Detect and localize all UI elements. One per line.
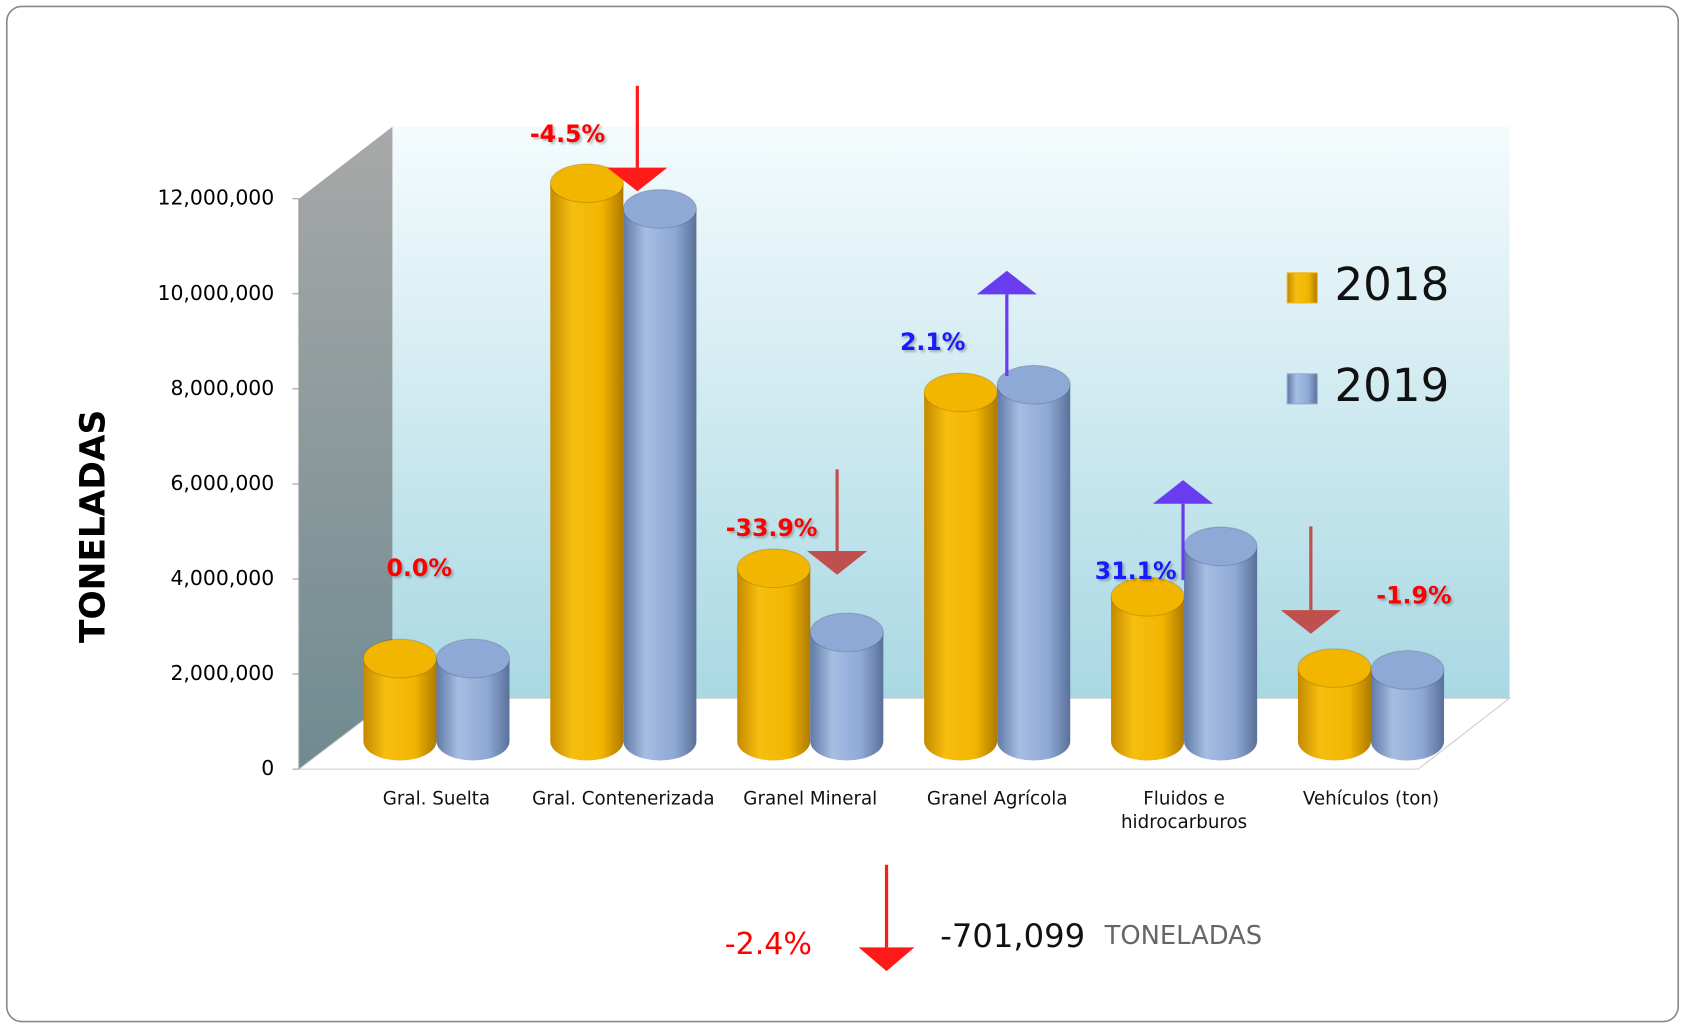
y-tick-label: 10,000,000	[158, 281, 275, 305]
x-tick-label-box: Granel Agrícola	[926, 788, 1068, 810]
bar	[1297, 648, 1372, 761]
arrow-head	[976, 270, 1037, 295]
cylinder-top	[549, 163, 624, 204]
bar	[435, 638, 511, 761]
arrow-head	[1280, 610, 1341, 634]
cylinder-top	[622, 189, 697, 229]
bar	[549, 163, 624, 761]
cylinder-body	[810, 632, 884, 761]
bar	[1110, 576, 1185, 761]
x-tick-label: Fluidos e hidrocarburos	[1120, 788, 1248, 834]
bar	[736, 548, 811, 761]
cylinder-body	[550, 183, 624, 761]
arrow-head	[807, 551, 868, 575]
x-tick-label-box: Fluidos e hidrocarburos	[1120, 788, 1248, 834]
cylinder-top	[1297, 648, 1372, 688]
bar	[362, 638, 437, 761]
total-amount: -701,099	[940, 917, 1085, 955]
legend-label: 2019	[1334, 359, 1449, 412]
cylinder-body	[363, 658, 437, 761]
bar	[622, 189, 697, 761]
percent-annotation: 0.0%	[387, 554, 453, 582]
y-tick-label: 2,000,000	[170, 661, 274, 685]
arrow-head	[607, 167, 668, 192]
bar	[1370, 650, 1445, 761]
cylinder-top	[923, 372, 998, 413]
percent-annotation: -1.9%	[1376, 582, 1451, 610]
legend-swatch	[1286, 373, 1318, 405]
cylinder-top	[736, 548, 811, 589]
cylinder-body	[436, 658, 510, 761]
y-tick-label: 4,000,000	[170, 566, 274, 590]
x-tick-label: Vehículos (ton)	[1302, 788, 1440, 810]
arrow-head	[1152, 480, 1214, 504]
x-tick-label: Gral. Contenerizada	[532, 788, 715, 810]
percent-annotation: -33.9%	[726, 514, 818, 542]
arrow-head	[858, 947, 915, 972]
y-tick-label: 0	[261, 756, 274, 780]
bar	[996, 364, 1071, 761]
x-tick-label-box: Vehículos (ton)	[1302, 788, 1440, 810]
cylinder-body	[997, 384, 1071, 761]
cylinder-body	[1184, 546, 1258, 761]
cylinder-top	[362, 638, 437, 679]
cylinder-body	[924, 392, 998, 761]
x-tick-label: Granel Agrícola	[926, 788, 1068, 810]
cylinder-body	[1371, 669, 1445, 761]
percent-annotation: 2.1%	[900, 328, 966, 356]
x-tick-label: Granel Mineral	[743, 788, 878, 810]
cylinder-top	[1370, 650, 1445, 690]
y-tick-label: 8,000,000	[170, 376, 274, 400]
percent-annotation: 31.1%	[1095, 557, 1177, 585]
legend-label: 2018	[1334, 258, 1449, 311]
cylinder-top	[435, 638, 511, 679]
y-axis-label: TONELADAS	[73, 410, 113, 643]
side-wall	[298, 126, 393, 770]
cylinder-top	[1183, 526, 1258, 567]
bar	[923, 372, 998, 761]
cylinder-top	[809, 612, 884, 653]
cylinder-body	[1297, 668, 1372, 761]
x-tick-label-box: Gral. Contenerizada	[532, 788, 715, 810]
legend-swatch	[1286, 272, 1318, 304]
total-unit: TONELADAS	[1104, 921, 1263, 951]
y-tick-label: 6,000,000	[170, 471, 274, 495]
bar	[1183, 526, 1258, 761]
total-percent: -2.4%	[725, 927, 812, 962]
cylinder-body	[1111, 596, 1185, 761]
y-tick-label: 12,000,000	[158, 186, 275, 210]
x-tick-label-box: Gral. Suelta	[382, 788, 491, 810]
cylinder-body	[737, 568, 811, 761]
cylinder-body	[623, 208, 697, 761]
x-tick-label-box: Granel Mineral	[743, 788, 878, 810]
percent-annotation: -4.5%	[530, 120, 605, 148]
bar	[809, 612, 884, 761]
x-tick-label: Gral. Suelta	[382, 788, 491, 810]
cylinder-top	[996, 364, 1071, 405]
